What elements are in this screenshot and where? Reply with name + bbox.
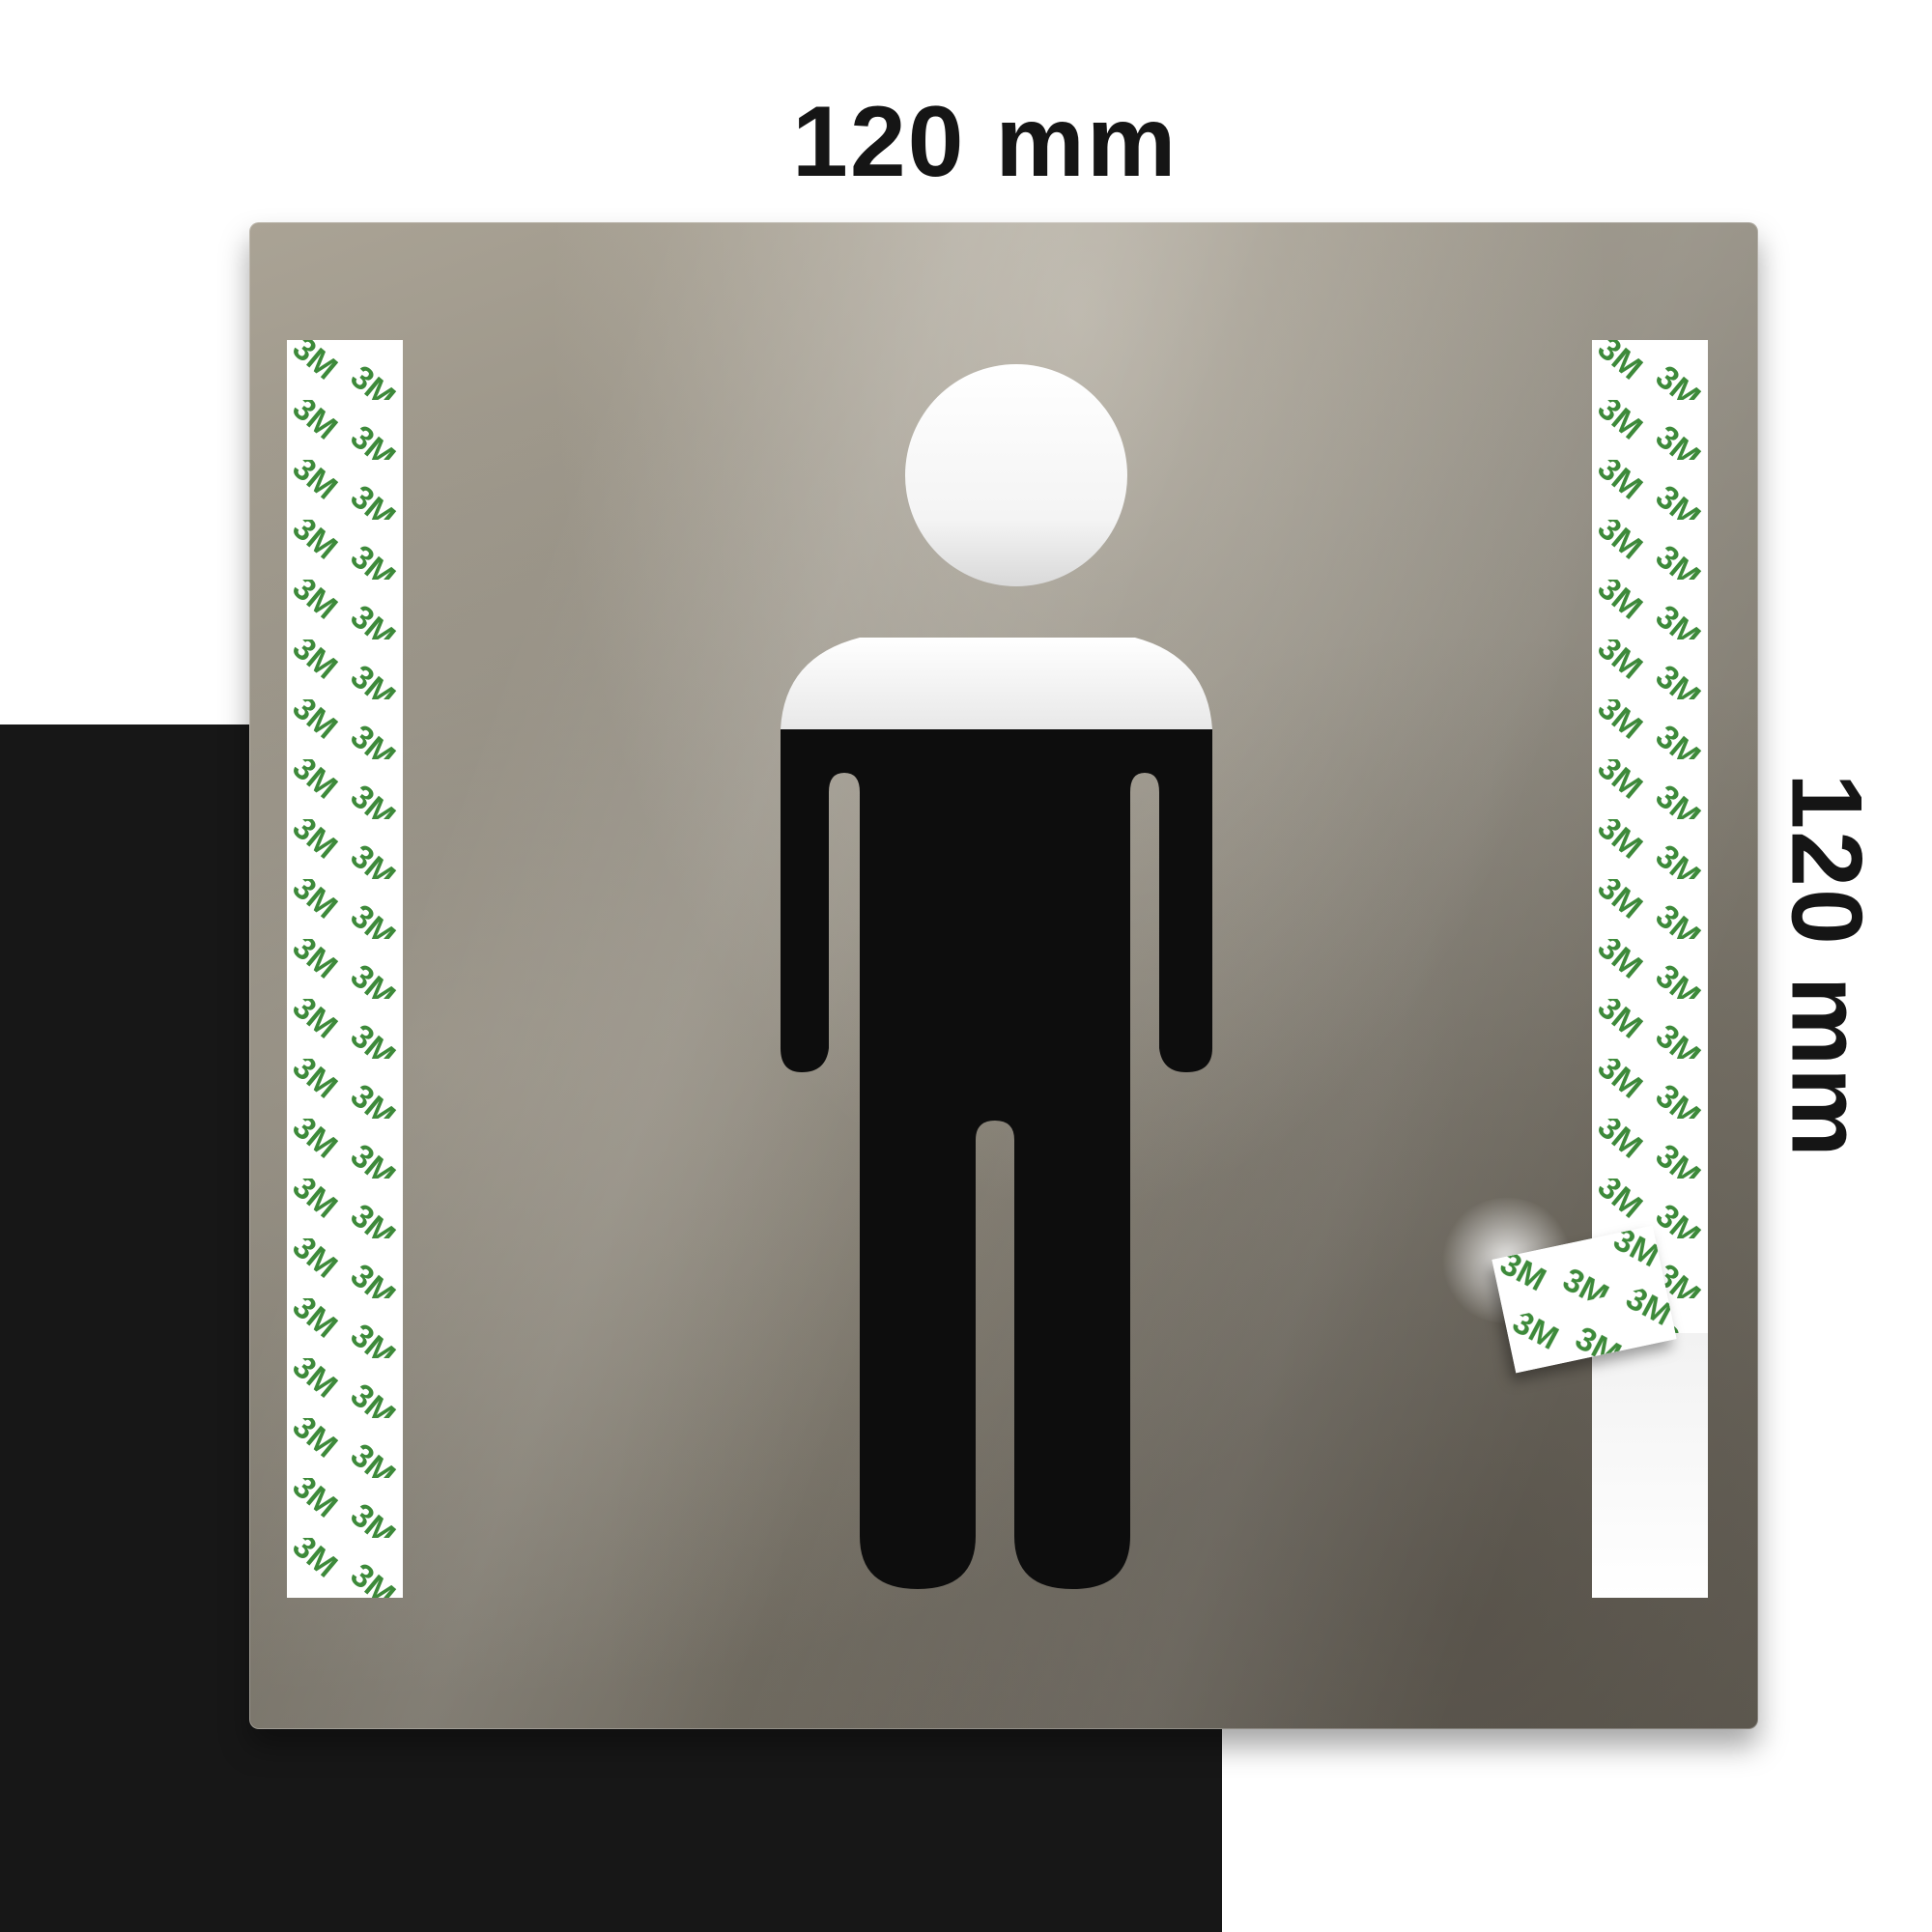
height-dimension-label: 120 mm xyxy=(1770,773,1883,1159)
exposed-adhesive-strip xyxy=(1592,1333,1708,1598)
adhesive-tape-right xyxy=(1592,340,1708,1598)
stainless-steel-sign-plate xyxy=(249,222,1758,1729)
width-dimension-label: 120 mm xyxy=(792,86,1179,198)
peeled-tape-liner xyxy=(1492,1225,1677,1374)
tape-logo-pattern xyxy=(1592,340,1708,1335)
tape-logo-pattern: 3M 3M xyxy=(287,340,403,1598)
tape-logo-pattern xyxy=(1492,1225,1677,1374)
plate-reflection xyxy=(249,222,1758,1729)
adhesive-tape-left: 3M 3M xyxy=(287,340,403,1598)
